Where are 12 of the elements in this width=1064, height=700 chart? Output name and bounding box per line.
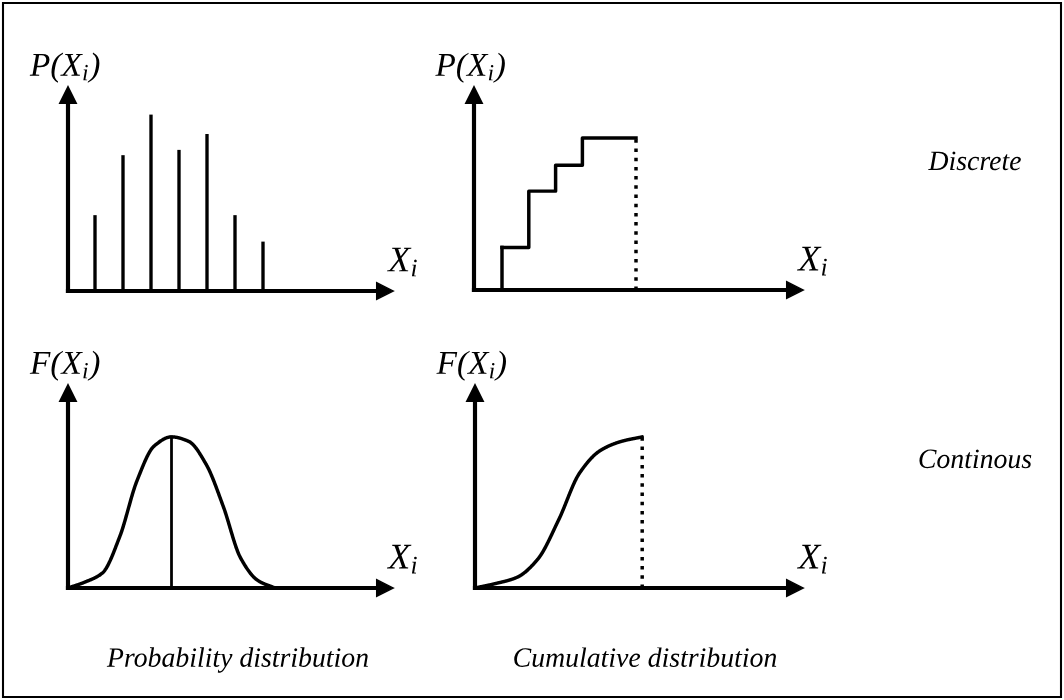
y-axis-title: F(X$_{i}$) — [436, 350, 507, 381]
text: Continous — [919, 449, 1032, 469]
text: Discrete — [928, 151, 1021, 171]
y-axis-title: F(X$_{i}$) — [29, 350, 100, 381]
x-axis-title: X$_{i}$ — [386, 247, 417, 277]
x-axis-title: X$_{i}$ — [386, 544, 417, 574]
text: Probability distribution — [106, 647, 368, 673]
y-axis-title: P(X$_{i}$) — [29, 52, 100, 83]
y-axis-title: P(X$_{i}$) — [435, 52, 505, 83]
x-axis-title: X$_{i}$ — [797, 544, 827, 574]
x-axis-title: X$_{i}$ — [797, 246, 827, 276]
text: Cumulative distribution — [514, 647, 777, 668]
